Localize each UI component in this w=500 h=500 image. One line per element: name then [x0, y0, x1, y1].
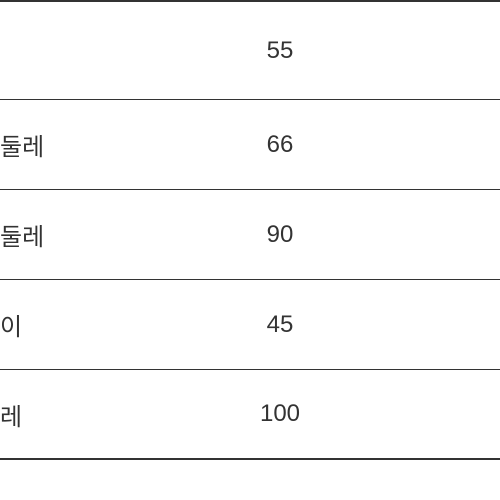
row-value: 90 — [100, 221, 400, 249]
row-label: 둘레 — [0, 127, 100, 162]
table-row: 둘레 90 — [0, 190, 500, 280]
table-row: 이 45 — [0, 280, 500, 370]
table-row: 레 100 — [0, 370, 500, 460]
table-header-row: 55 — [0, 0, 500, 100]
row-value: 45 — [100, 311, 400, 339]
row-label: 레 — [0, 397, 100, 432]
row-value: 100 — [100, 400, 400, 428]
row-value: 66 — [100, 131, 400, 159]
row-label: 이 — [0, 307, 100, 342]
header-value-cell: 55 — [100, 37, 400, 65]
measurements-table: 55 둘레 66 둘레 90 이 45 레 100 — [0, 0, 500, 500]
table-row: 둘레 66 — [0, 100, 500, 190]
row-label: 둘레 — [0, 217, 100, 252]
